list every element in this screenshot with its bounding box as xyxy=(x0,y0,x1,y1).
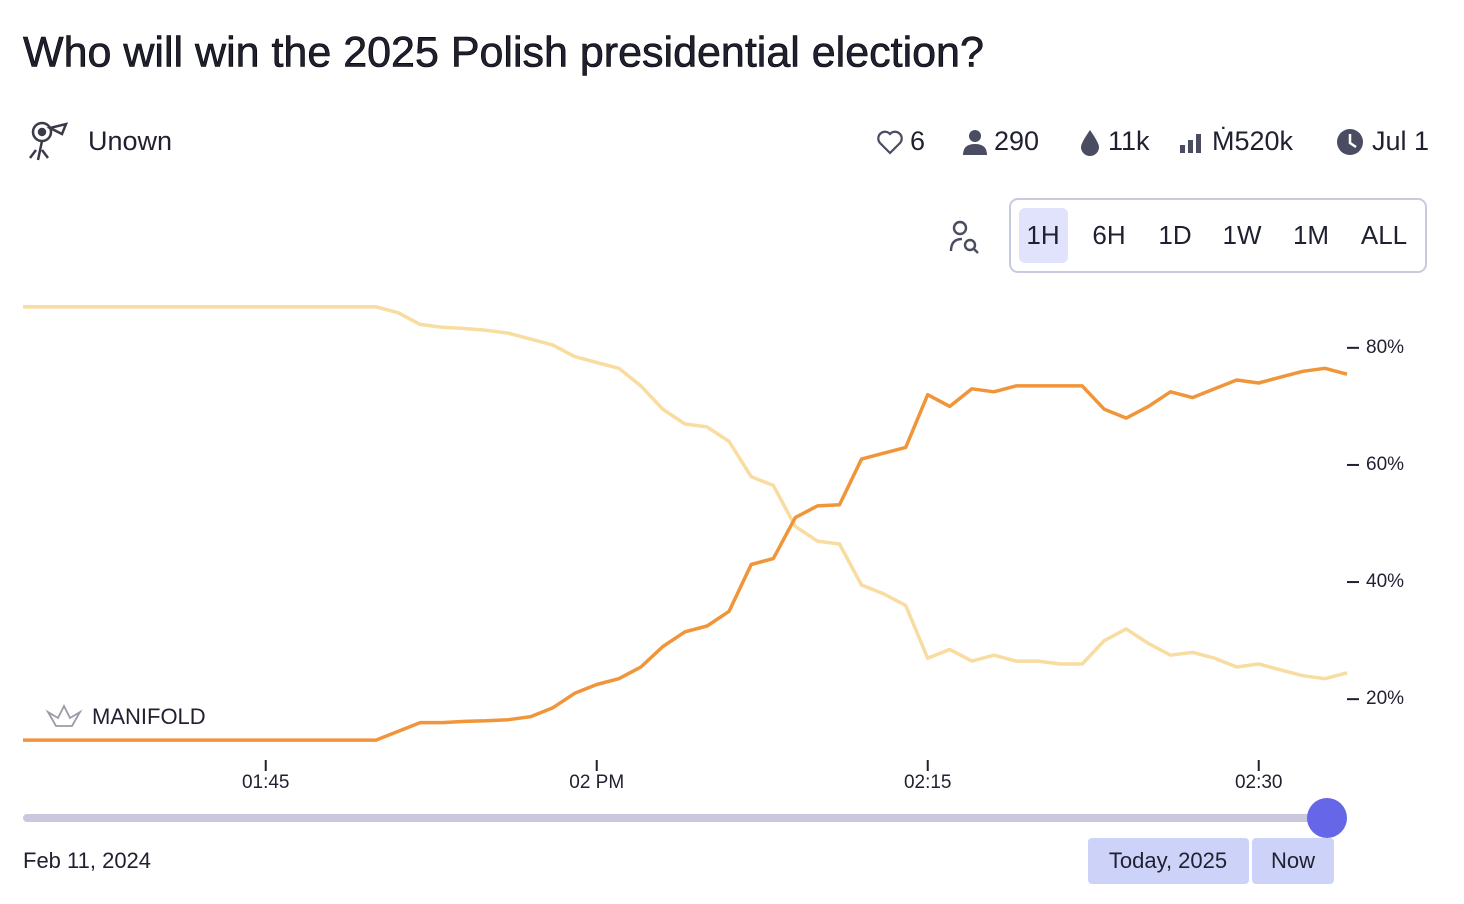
range-button[interactable]: 1W xyxy=(1223,220,1262,250)
close-date: Jul 1 xyxy=(1372,126,1429,156)
today-button[interactable] xyxy=(1088,838,1249,884)
traders-icon xyxy=(963,130,987,155)
today-label[interactable]: Today, 2025 xyxy=(1109,848,1227,873)
y-tick-label: 20% xyxy=(1366,688,1404,709)
stat-icons xyxy=(877,130,903,155)
y-tick-label: 40% xyxy=(1366,571,1404,592)
close-icon xyxy=(1337,129,1363,155)
range-button[interactable]: 1M xyxy=(1293,220,1329,250)
now-label[interactable]: Now xyxy=(1271,848,1315,873)
x-tick-label: 01:45 xyxy=(242,772,290,793)
watermark-logo xyxy=(45,703,83,727)
user-search-button[interactable] xyxy=(949,220,979,254)
time-slider-knob[interactable] xyxy=(1307,798,1347,838)
author-avatar xyxy=(29,121,69,161)
series-line xyxy=(23,305,1348,681)
author-name[interactable]: Unown xyxy=(88,126,172,156)
range-button[interactable]: 1D xyxy=(1158,220,1191,250)
now-button[interactable] xyxy=(1252,838,1334,884)
series-line xyxy=(23,366,1348,742)
x-tick-label: 02 PM xyxy=(569,772,624,793)
range-button[interactable]: 1H xyxy=(1026,220,1059,250)
x-tick-label: 02:15 xyxy=(904,772,952,793)
x-tick-label: 02:30 xyxy=(1235,772,1283,793)
title: Who will win the 2025 Polish presidentia… xyxy=(23,28,984,76)
chart: 20% 40% 60% 80% 01:45 02 PM 02:15 02:30 xyxy=(23,305,1404,793)
watermark: MANIFOLD xyxy=(92,704,206,729)
volume: Ṁ520k xyxy=(1212,125,1294,156)
y-tick-label: 60% xyxy=(1366,454,1404,475)
traders: 290 xyxy=(994,126,1039,156)
likes[interactable]: 6 xyxy=(910,126,925,156)
time-range-group xyxy=(1009,198,1427,273)
start-date: Feb 11, 2024 xyxy=(23,848,151,873)
range-button[interactable]: 6H xyxy=(1092,220,1125,250)
liquidity-icon xyxy=(1081,130,1099,156)
range-button[interactable]: ALL xyxy=(1361,220,1407,250)
volume-icon xyxy=(1180,134,1201,153)
y-tick-label: 80% xyxy=(1366,337,1404,358)
liquidity: 11k xyxy=(1108,126,1150,156)
selected-range-bg xyxy=(1019,208,1068,263)
